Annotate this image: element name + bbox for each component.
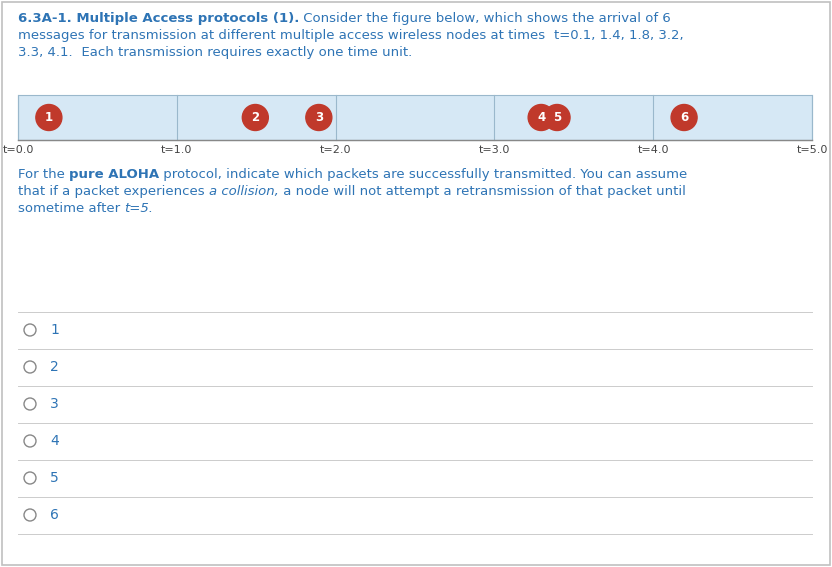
Text: 5: 5 [50, 471, 59, 485]
Text: Consider the figure below, which shows the arrival of 6: Consider the figure below, which shows t… [300, 12, 671, 25]
Text: t=1.0: t=1.0 [161, 145, 192, 155]
Text: 3.3, 4.1.: 3.3, 4.1. [18, 46, 72, 59]
Text: t=3.0: t=3.0 [478, 145, 510, 155]
Ellipse shape [36, 104, 62, 130]
Text: 4: 4 [50, 434, 59, 448]
Text: 2: 2 [251, 111, 260, 124]
Text: t=5.0: t=5.0 [796, 145, 828, 155]
Ellipse shape [24, 435, 36, 447]
Text: t=0.0: t=0.0 [2, 145, 33, 155]
Text: For the: For the [18, 168, 69, 181]
Ellipse shape [24, 509, 36, 521]
Ellipse shape [24, 324, 36, 336]
Text: 6: 6 [680, 111, 688, 124]
Text: 6: 6 [50, 508, 59, 522]
Text: t=2.0: t=2.0 [319, 145, 351, 155]
Text: Each transmission requires exactly one time unit.: Each transmission requires exactly one t… [72, 46, 412, 59]
Ellipse shape [24, 472, 36, 484]
Text: protocol, indicate which packets are successfully transmitted. You can assume: protocol, indicate which packets are suc… [159, 168, 687, 181]
Text: pure ALOHA: pure ALOHA [69, 168, 159, 181]
Text: that if a packet experiences: that if a packet experiences [18, 185, 209, 198]
Bar [18, 95, 812, 140]
Text: a node will not attempt a retransmission of that packet until: a node will not attempt a retransmission… [279, 185, 686, 198]
Ellipse shape [24, 361, 36, 373]
Text: t=4.0: t=4.0 [637, 145, 669, 155]
Text: 3: 3 [50, 397, 59, 411]
Text: t=0.1, 1.4, 1.8, 3.2,: t=0.1, 1.4, 1.8, 3.2, [553, 29, 683, 42]
Ellipse shape [671, 104, 697, 130]
Text: messages for transmission at different multiple access wireless nodes at times: messages for transmission at different m… [18, 29, 553, 42]
Ellipse shape [24, 398, 36, 410]
Text: 1: 1 [50, 323, 59, 337]
Ellipse shape [242, 104, 268, 130]
Text: 1: 1 [45, 111, 53, 124]
Text: 2: 2 [50, 360, 59, 374]
Ellipse shape [544, 104, 570, 130]
Text: sometime after: sometime after [18, 202, 124, 215]
Text: 6.3A-1. Multiple Access protocols (1).: 6.3A-1. Multiple Access protocols (1). [18, 12, 300, 25]
Text: 5: 5 [553, 111, 561, 124]
Ellipse shape [306, 104, 332, 130]
Text: t=5.: t=5. [124, 202, 153, 215]
Ellipse shape [528, 104, 554, 130]
Text: 3: 3 [314, 111, 323, 124]
Text: 4: 4 [537, 111, 545, 124]
Text: a collision,: a collision, [209, 185, 279, 198]
